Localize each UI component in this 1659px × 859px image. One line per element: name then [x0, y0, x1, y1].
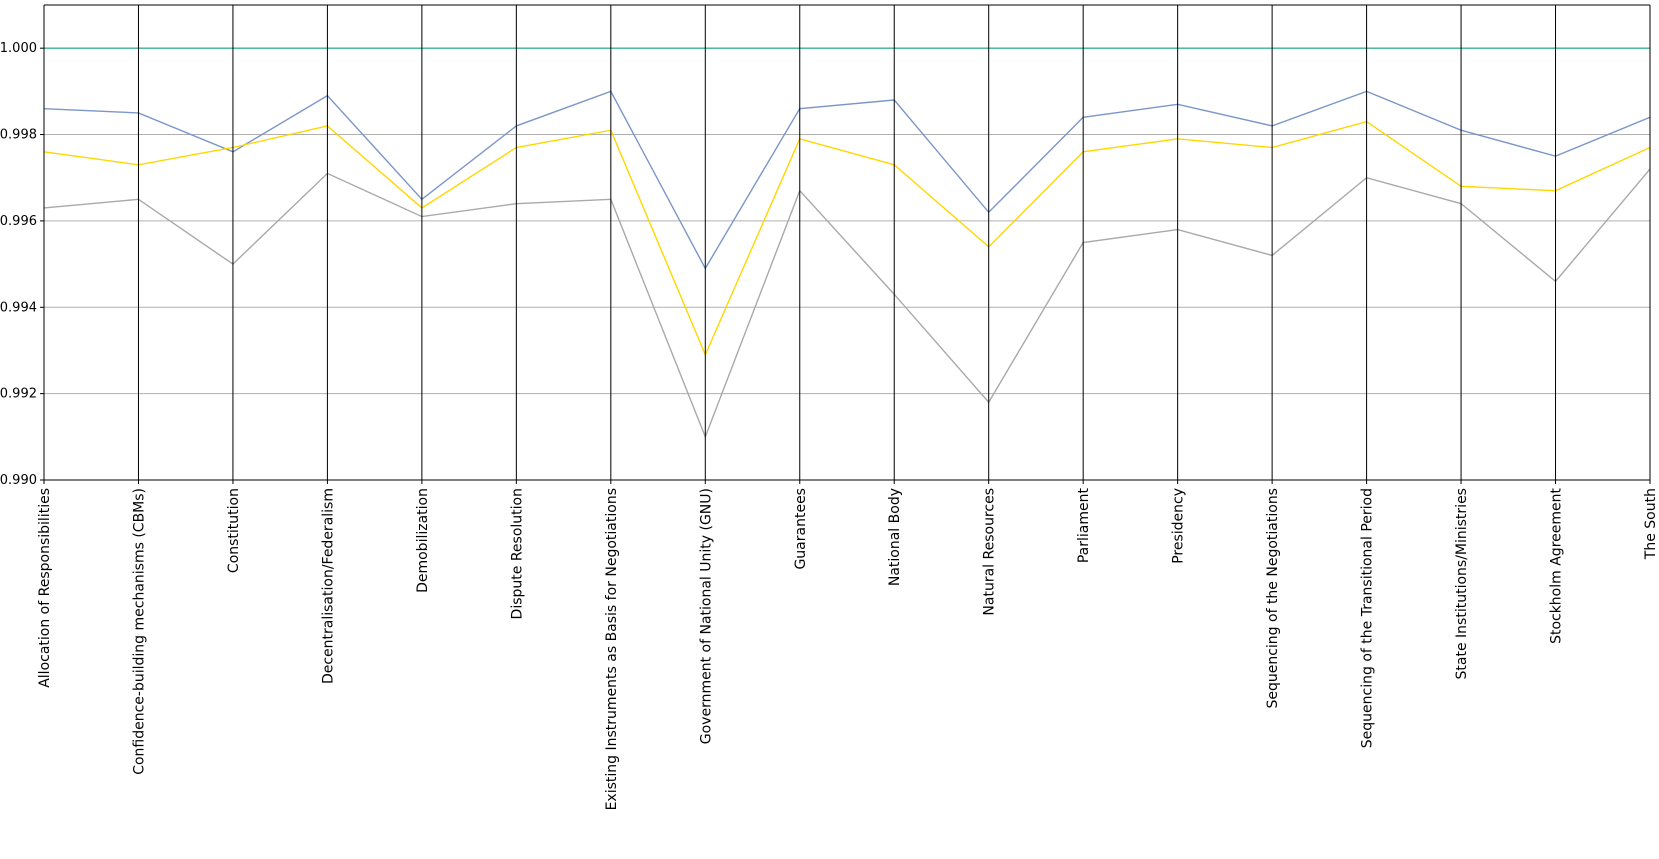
- series-layer: [44, 48, 1650, 437]
- category-label-17: The South: [1643, 488, 1659, 560]
- category-label-10: Natural Resources: [982, 488, 998, 616]
- y-tick-label-3: 0.996: [0, 214, 37, 229]
- series-line-2: [44, 122, 1650, 355]
- category-label-2: Constitution: [226, 488, 242, 573]
- category-label-3: Decentralisation/Federalism: [320, 488, 336, 684]
- category-labels: Allocation of Responsibilities Confidence…: [37, 480, 1659, 810]
- category-label-4: Demobilization: [415, 488, 431, 593]
- series-line-3: [44, 169, 1650, 437]
- category-label-16: Stockholm Agreement: [1549, 487, 1565, 643]
- y-tick-label-2: 0.994: [0, 300, 37, 315]
- category-label-9: National Body: [887, 488, 903, 586]
- y-tick-label-4: 0.998: [0, 128, 37, 143]
- category-label-14: Sequencing of the Transitional Period: [1360, 488, 1376, 748]
- category-label-8: Guarantees: [793, 488, 809, 570]
- category-label-5: Dispute Resolution: [509, 488, 525, 619]
- category-label-12: Presidency: [1171, 488, 1187, 564]
- category-label-6: Existing Instruments as Basis for Negoti…: [604, 488, 620, 810]
- category-label-7: Government of National Unity (GNU): [698, 488, 714, 744]
- y-tick-label-1: 0.992: [0, 387, 37, 402]
- y-tick-labels: 0.990 0.992 0.994 0.996 0.998 1.000: [0, 41, 44, 488]
- category-label-11: Parliament: [1076, 487, 1092, 563]
- y-tick-label-5: 1.000: [0, 41, 37, 56]
- category-label-15: State Institutions/Ministries: [1454, 488, 1470, 679]
- category-label-13: Sequencing of the Negotiations: [1265, 488, 1281, 709]
- category-label-1: Confidence-building mechanisms (CBMs): [131, 488, 147, 775]
- category-label-0: Allocation of Responsibilities: [37, 488, 53, 688]
- y-tick-label-0: 0.990: [0, 473, 37, 488]
- grid-layer: [44, 48, 1650, 480]
